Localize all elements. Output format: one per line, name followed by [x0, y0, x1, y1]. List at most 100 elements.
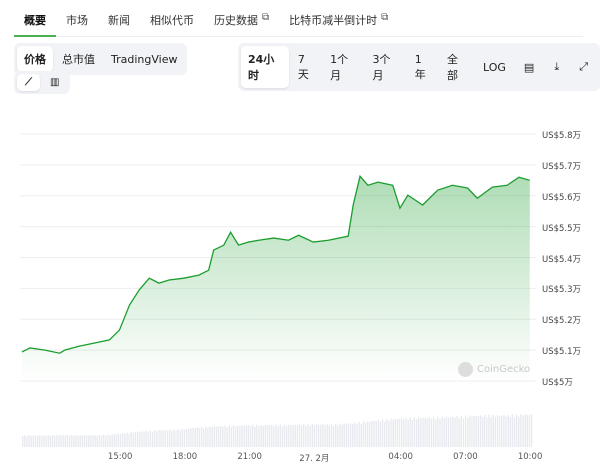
tab-5[interactable]: 比特币减半倒计时 ⧉ — [279, 0, 398, 36]
volume-bar — [305, 426, 307, 447]
y-tick-label: US$5.3万 — [542, 285, 582, 296]
volume-bar — [92, 435, 94, 447]
volume-bar — [411, 420, 414, 447]
tab-bar: 概要 市场 新闻 相似代币 历史数据 ⧉ 比特币减半倒计时 ⧉ — [14, 0, 583, 37]
volume-bar — [234, 426, 237, 447]
tab-label: 市场 — [66, 14, 88, 27]
volume-bar — [432, 416, 435, 447]
volume-bar — [56, 435, 58, 447]
price-line — [21, 174, 530, 354]
volume-bar — [207, 427, 209, 447]
volume-bar — [362, 421, 365, 447]
volume-bar — [488, 414, 490, 447]
volume-bar — [39, 435, 41, 447]
volume-bar — [511, 414, 514, 447]
download-button[interactable]: ⤓ — [545, 46, 568, 88]
volume-bar — [115, 434, 118, 447]
volume-bar — [386, 418, 388, 447]
volume-bar — [273, 425, 275, 447]
volume-bar — [292, 424, 294, 447]
volume-bar — [196, 427, 198, 447]
volume-bar — [75, 434, 77, 447]
volume-bar — [145, 430, 147, 447]
range-1[interactable]: 7天 — [297, 52, 309, 81]
volume-bar — [136, 431, 139, 447]
volume-bar — [85, 435, 88, 447]
volume-bar — [268, 425, 271, 447]
volume-bar — [117, 433, 120, 447]
calendar-button[interactable]: ▤ — [515, 46, 543, 88]
volume-bar — [288, 424, 290, 447]
range-2[interactable]: 1个月 — [330, 53, 349, 82]
volume-bar — [126, 432, 128, 447]
volume-bar — [505, 416, 507, 447]
volume-bar — [375, 421, 377, 447]
volume-bar — [134, 431, 137, 447]
volume-bar — [352, 424, 354, 447]
volume-bar — [313, 425, 316, 447]
volume-bar — [183, 429, 186, 447]
line-chart-button[interactable]: ⟋ — [17, 74, 40, 91]
volume-bar — [202, 428, 205, 447]
tab-2[interactable]: 新闻 — [98, 0, 140, 36]
volume-bar — [34, 435, 37, 447]
volume-bar — [390, 418, 392, 447]
tab-4[interactable]: 历史数据 ⧉ — [204, 0, 279, 36]
volume-bar — [439, 418, 441, 447]
volume-bar — [281, 426, 284, 447]
x-tick-label: 10:00 — [517, 452, 543, 462]
volume-bar — [79, 435, 81, 447]
chart-style-toggle: ⟋ ▥ — [14, 71, 71, 94]
range-0[interactable]: 24小时 — [241, 46, 289, 88]
range-4[interactable]: 1年 — [414, 52, 426, 81]
volume-bar — [415, 419, 418, 447]
y-tick-label: US$5.5万 — [542, 223, 582, 234]
volume-bar — [213, 426, 216, 447]
volume-bar — [224, 425, 226, 447]
metric-0[interactable]: 价格 — [17, 46, 53, 72]
volume-bar — [154, 430, 156, 447]
metric-2[interactable]: TradingView — [111, 52, 178, 66]
volume-bar — [430, 418, 433, 447]
volume-bar — [441, 416, 443, 447]
volume-bar — [309, 425, 311, 447]
volume-bar — [266, 425, 269, 447]
volume-bar — [260, 424, 262, 447]
volume-bar — [424, 417, 426, 447]
range-3[interactable]: 3个月 — [372, 53, 391, 82]
volume-bar — [98, 434, 101, 447]
volume-bar — [177, 429, 179, 447]
volume-bar — [526, 414, 529, 447]
range-6[interactable]: LOG — [482, 60, 506, 74]
volume-bar — [501, 415, 503, 447]
range-5[interactable]: 全部 — [447, 53, 459, 82]
expand-button[interactable]: ⤢ — [570, 46, 597, 88]
candlestick-chart-button[interactable]: ▥ — [42, 74, 67, 91]
volume-bar — [300, 425, 303, 447]
tab-3[interactable]: 相似代币 — [140, 0, 204, 36]
volume-bar — [109, 435, 111, 447]
volume-bar — [239, 425, 241, 447]
volume-bar — [283, 424, 286, 447]
volume-bar — [379, 421, 382, 447]
volume-bar — [96, 435, 98, 447]
volume-bar — [400, 418, 403, 447]
volume-bar — [43, 435, 45, 447]
tab-0[interactable]: 概要 — [14, 0, 56, 37]
volume-bar — [307, 423, 309, 447]
tab-1[interactable]: 市场 — [56, 0, 98, 36]
volume-bar — [171, 430, 173, 447]
volume-bar — [396, 418, 399, 447]
volume-bar — [264, 424, 267, 447]
volume-bar — [481, 416, 484, 447]
volume-bar — [324, 425, 326, 447]
metric-1[interactable]: 总市值 — [62, 53, 95, 66]
volume-bar — [298, 424, 301, 447]
volume-bar — [247, 425, 250, 447]
volume-bar — [466, 417, 469, 447]
range-toggle: 24小时 7天 1个月 3个月 1年 全部 LOG ▤ ⤓ ⤢ — [238, 43, 600, 91]
x-tick-label: 27. 2月 — [299, 454, 330, 464]
metric-toggle: 价格 总市值 TradingView — [14, 43, 188, 75]
volume-bar — [277, 426, 279, 447]
volume-bar — [507, 414, 509, 447]
